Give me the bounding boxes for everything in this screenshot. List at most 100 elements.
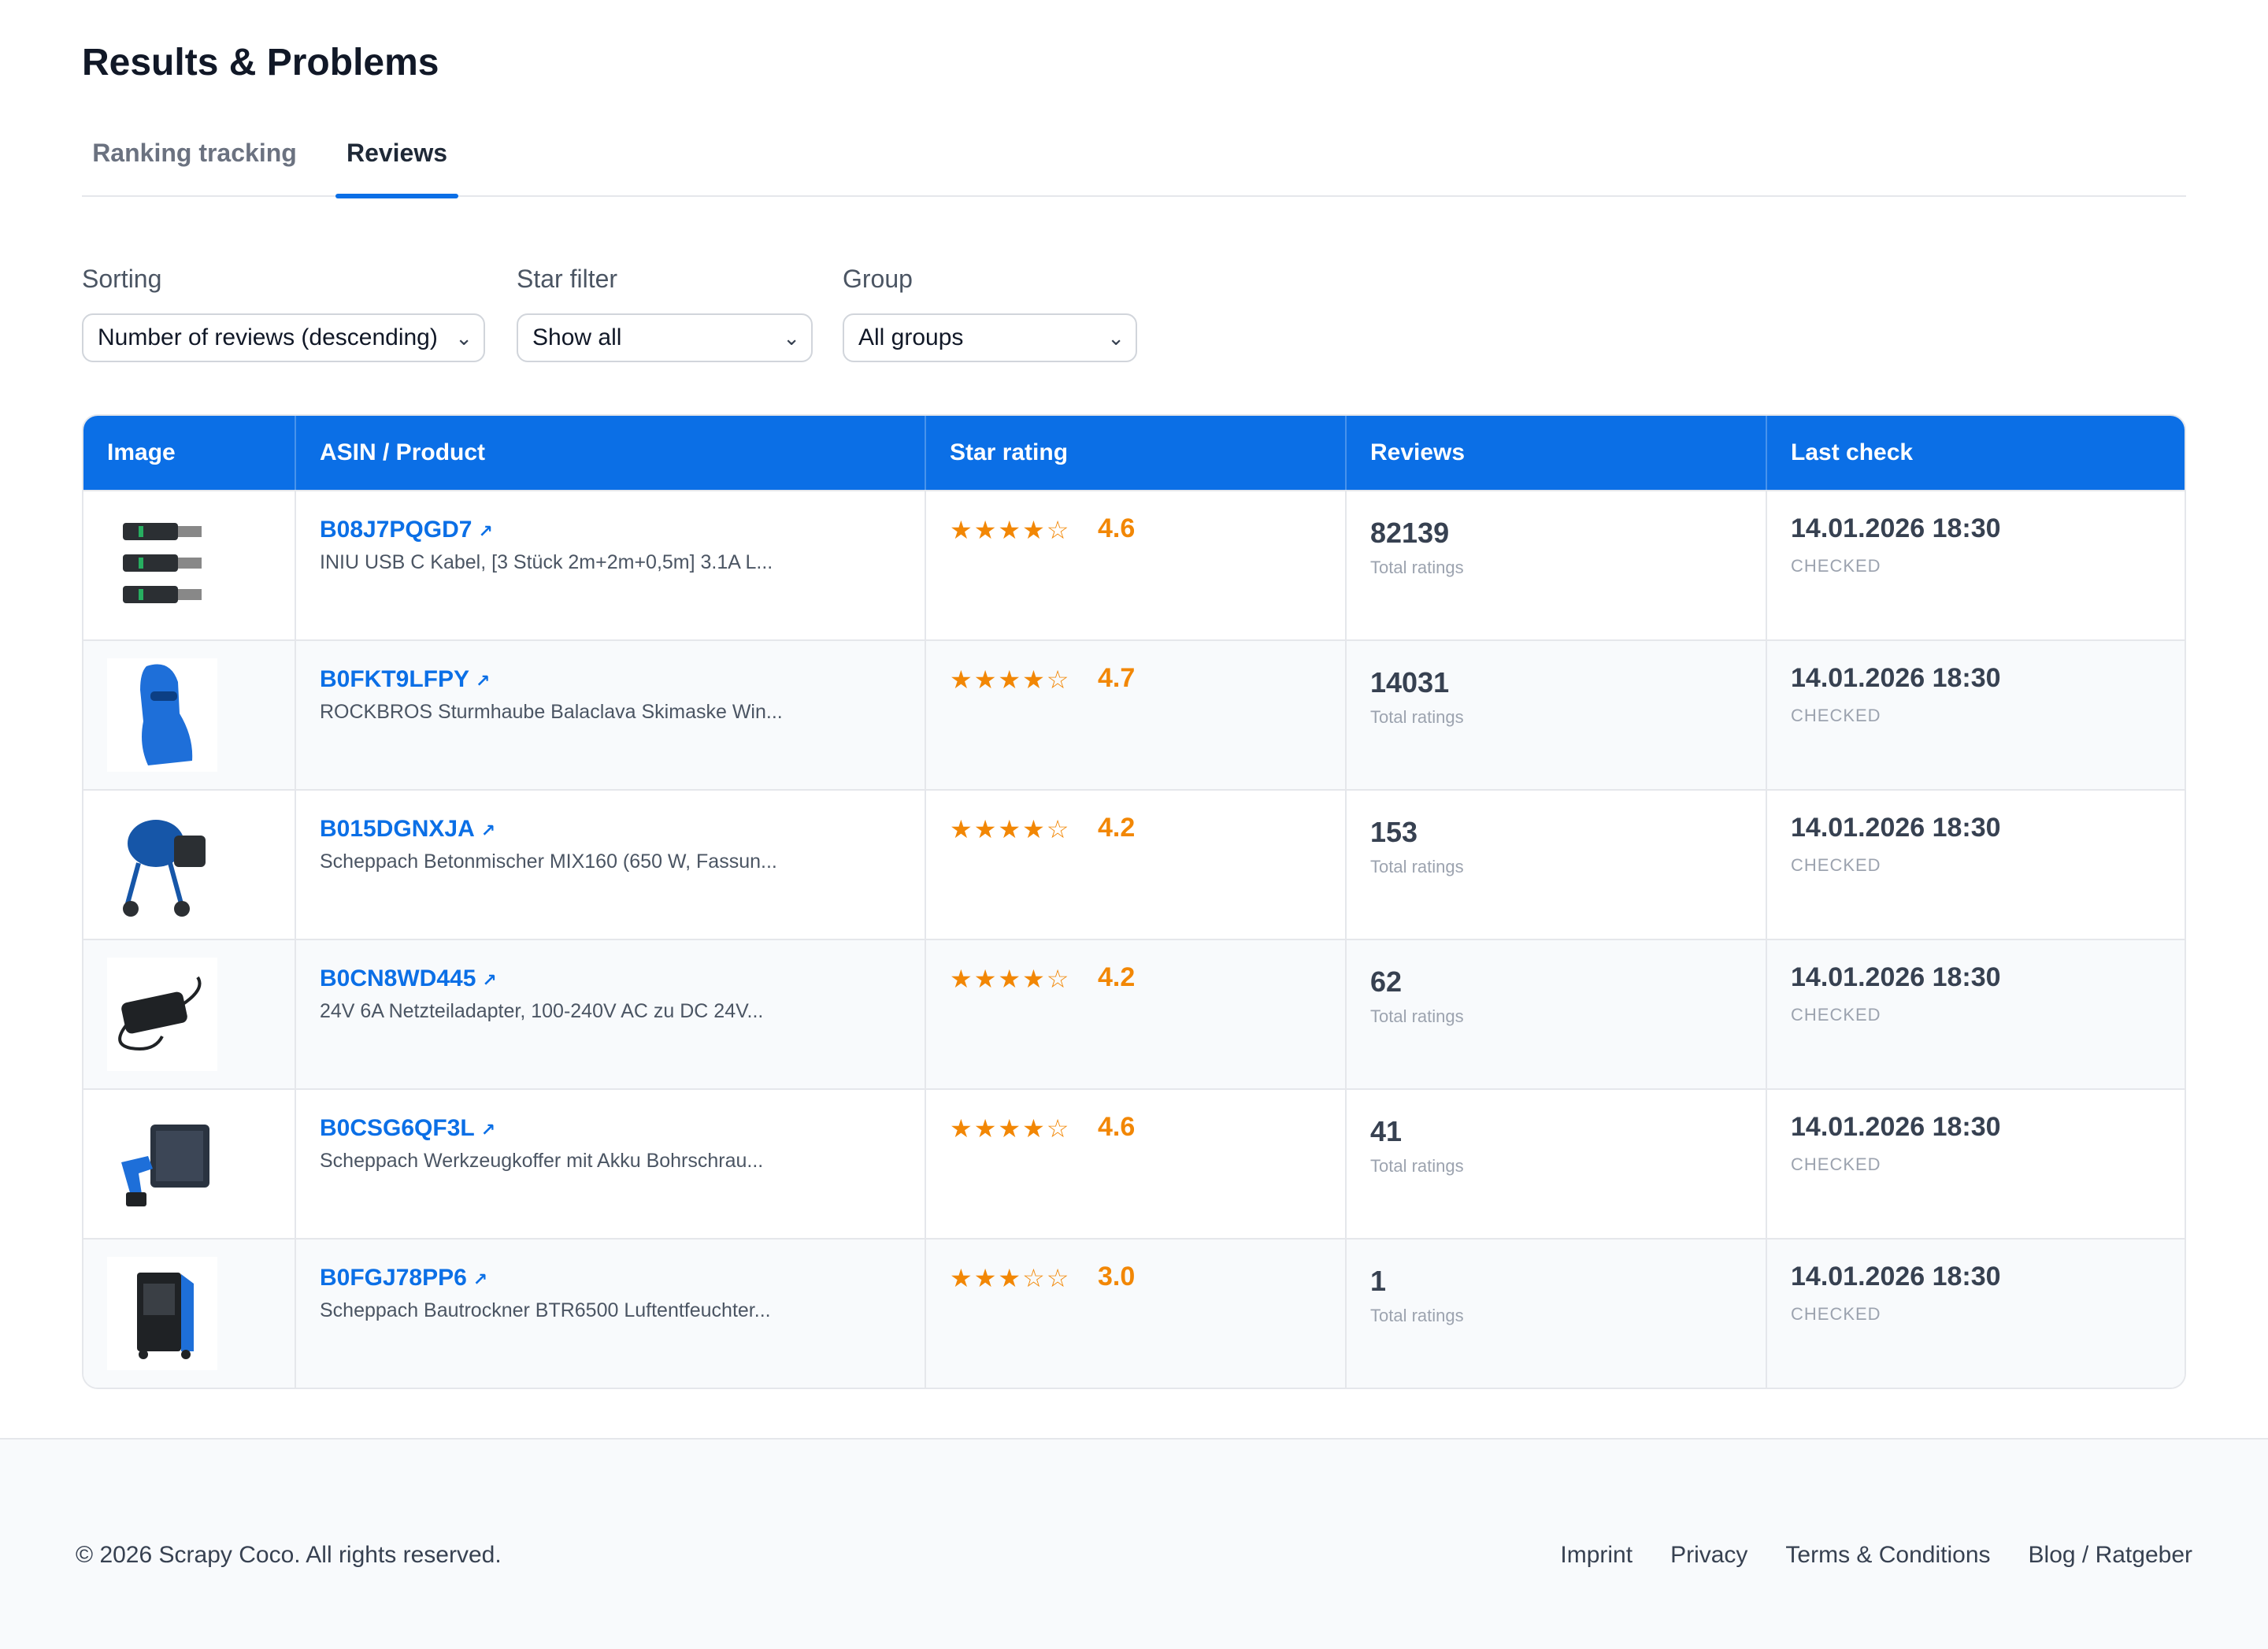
check-status: CHECKED (1791, 855, 1881, 875)
review-count: 1 (1370, 1265, 1387, 1297)
star-filter-select[interactable]: Show all ⌄ (517, 313, 813, 362)
chevron-down-icon: ⌄ (455, 326, 472, 350)
external-link-icon: ↗ (480, 1120, 496, 1139)
star-rating-cell: ★★★★☆ 4.6 (925, 491, 1345, 639)
table-row: B015DGNXJA ↗ Scheppach Betonmischer MIX16… (83, 789, 2185, 939)
last-check-date: 14.01.2026 18:30 (1791, 813, 2001, 843)
product-title: INIU USB C Kabel, [3 Stück 2m+2m+0,5m] 3… (320, 551, 773, 573)
total-ratings-label: Total ratings (1370, 1156, 1464, 1176)
external-link-icon: ↗ (478, 521, 493, 541)
reviews-cell: 62 Total ratings (1345, 940, 1766, 1088)
rating-value: 4.7 (1098, 663, 1136, 693)
usb-cable-icon (107, 509, 217, 622)
star-filter-label: Star filter (517, 265, 618, 293)
reviews-cell: 14031 Total ratings (1345, 641, 1766, 789)
star-rating-icons: ★★★★☆ (950, 965, 1071, 993)
last-check-cell: 14.01.2026 18:30 CHECKED (1766, 1090, 2185, 1238)
check-status: CHECKED (1791, 1154, 1881, 1174)
sorting-select[interactable]: Number of reviews (descending) ⌄ (82, 313, 485, 362)
tab-bar: Ranking tracking Reviews (82, 126, 2186, 198)
check-status: CHECKED (1791, 1005, 1881, 1025)
footer-link-terms[interactable]: Terms & Conditions (1785, 1542, 1991, 1568)
footer-link-imprint[interactable]: Imprint (1560, 1542, 1633, 1568)
tab-ranking-tracking[interactable]: Ranking tracking (92, 139, 297, 167)
product-cell: B015DGNXJA ↗ Scheppach Betonmischer MIX16… (295, 791, 925, 939)
asin-text: B0FGJ78PP6 (320, 1265, 467, 1291)
group-select[interactable]: All groups ⌄ (843, 313, 1137, 362)
last-check-cell: 14.01.2026 18:30 CHECKED (1766, 641, 2185, 789)
table-header: Image ASIN / Product Star rating Reviews… (83, 416, 2185, 490)
star-rating-cell: ★★★★☆ 4.2 (925, 791, 1345, 939)
last-check-date: 14.01.2026 18:30 (1791, 1262, 2001, 1291)
last-check-cell: 14.01.2026 18:30 CHECKED (1766, 1240, 2185, 1388)
star-rating-cell: ★★★☆☆ 3.0 (925, 1240, 1345, 1388)
group-select-value: All groups (858, 324, 964, 350)
image-cell (83, 1090, 295, 1238)
sorting-label: Sorting (82, 265, 162, 293)
table-row: B08J7PQGD7 ↗ INIU USB C Kabel, [3 Stück 2… (83, 490, 2185, 639)
footer-link-blog[interactable]: Blog / Ratgeber (2028, 1542, 2192, 1568)
reviews-cell: 153 Total ratings (1345, 791, 1766, 939)
table-row: B0CSG6QF3L ↗ Scheppach Werkzeugkoffer mit… (83, 1088, 2185, 1238)
star-rating-cell: ★★★★☆ 4.2 (925, 940, 1345, 1088)
product-cell: B0FGJ78PP6 ↗ Scheppach Bautrockner BTR650… (295, 1240, 925, 1388)
reviews-cell: 41 Total ratings (1345, 1090, 1766, 1238)
table-row: B0FKT9LFPY ↗ ROCKBROS Sturmhaube Balaclav… (83, 639, 2185, 789)
tab-reviews[interactable]: Reviews (335, 139, 458, 198)
asin-link[interactable]: B0CSG6QF3L ↗ (320, 1115, 495, 1142)
star-rating-cell: ★★★★☆ 4.6 (925, 1090, 1345, 1238)
table-row: B0CN8WD445 ↗ 24V 6A Netzteiladapter, 100-… (83, 939, 2185, 1088)
last-check-date: 14.01.2026 18:30 (1791, 513, 2001, 543)
review-count: 41 (1370, 1115, 1403, 1147)
review-count: 82139 (1370, 517, 1450, 549)
total-ratings-label: Total ratings (1370, 707, 1464, 727)
footer: © 2026 Scrapy Coco. All rights reserved.… (0, 1438, 2268, 1649)
asin-link[interactable]: B0FGJ78PP6 ↗ (320, 1265, 487, 1291)
asin-text: B0CSG6QF3L (320, 1115, 475, 1141)
product-cell: B08J7PQGD7 ↗ INIU USB C Kabel, [3 Stück 2… (295, 491, 925, 639)
product-cell: B0CN8WD445 ↗ 24V 6A Netzteiladapter, 100-… (295, 940, 925, 1088)
column-header-image: Image (107, 439, 176, 465)
rating-value: 4.2 (1098, 962, 1136, 992)
product-title: 24V 6A Netzteiladapter, 100-240V AC zu D… (320, 1000, 764, 1022)
last-check-date: 14.01.2026 18:30 (1791, 962, 2001, 992)
asin-link[interactable]: B08J7PQGD7 ↗ (320, 517, 493, 543)
star-rating-icons: ★★★☆☆ (950, 1264, 1071, 1292)
star-rating-cell: ★★★★☆ 4.7 (925, 641, 1345, 789)
last-check-date: 14.01.2026 18:30 (1791, 663, 2001, 693)
review-count: 14031 (1370, 666, 1450, 699)
rating-value: 4.6 (1098, 1112, 1136, 1142)
chevron-down-icon: ⌄ (783, 326, 800, 350)
star-filter-select-value: Show all (532, 324, 622, 350)
review-count: 62 (1370, 965, 1403, 998)
total-ratings-label: Total ratings (1370, 558, 1464, 577)
reviews-cell: 82139 Total ratings (1345, 491, 1766, 639)
external-link-icon: ↗ (480, 821, 496, 840)
group-label: Group (843, 265, 913, 293)
power-adapter-icon (107, 958, 217, 1071)
asin-link[interactable]: B015DGNXJA ↗ (320, 816, 495, 843)
balaclava-icon (107, 658, 217, 772)
external-link-icon: ↗ (476, 671, 491, 691)
asin-link[interactable]: B0CN8WD445 ↗ (320, 965, 497, 992)
table-row: B0FGJ78PP6 ↗ Scheppach Bautrockner BTR650… (83, 1238, 2185, 1388)
concrete-mixer-icon (107, 808, 217, 921)
column-header-last-check: Last check (1766, 416, 2185, 490)
product-cell: B0CSG6QF3L ↗ Scheppach Werkzeugkoffer mit… (295, 1090, 925, 1238)
check-status: CHECKED (1791, 706, 1881, 725)
rating-value: 4.6 (1098, 513, 1136, 543)
asin-text: B08J7PQGD7 (320, 517, 472, 543)
image-cell (83, 491, 295, 639)
image-cell (83, 641, 295, 789)
footer-links: Imprint Privacy Terms & Conditions Blog … (1560, 1542, 2192, 1569)
rating-value: 4.2 (1098, 813, 1136, 843)
footer-link-privacy[interactable]: Privacy (1670, 1542, 1748, 1568)
product-title: Scheppach Bautrockner BTR6500 Luftentfeu… (320, 1299, 771, 1321)
page-title: Results & Problems (82, 42, 439, 83)
product-title: Scheppach Werkzeugkoffer mit Akku Bohrsc… (320, 1150, 764, 1172)
rating-value: 3.0 (1098, 1262, 1136, 1291)
product-title: Scheppach Betonmischer MIX160 (650 W, Fa… (320, 850, 777, 873)
total-ratings-label: Total ratings (1370, 1306, 1464, 1325)
asin-link[interactable]: B0FKT9LFPY ↗ (320, 666, 490, 693)
copyright-text: © 2026 Scrapy Coco. All rights reserved. (76, 1542, 502, 1568)
